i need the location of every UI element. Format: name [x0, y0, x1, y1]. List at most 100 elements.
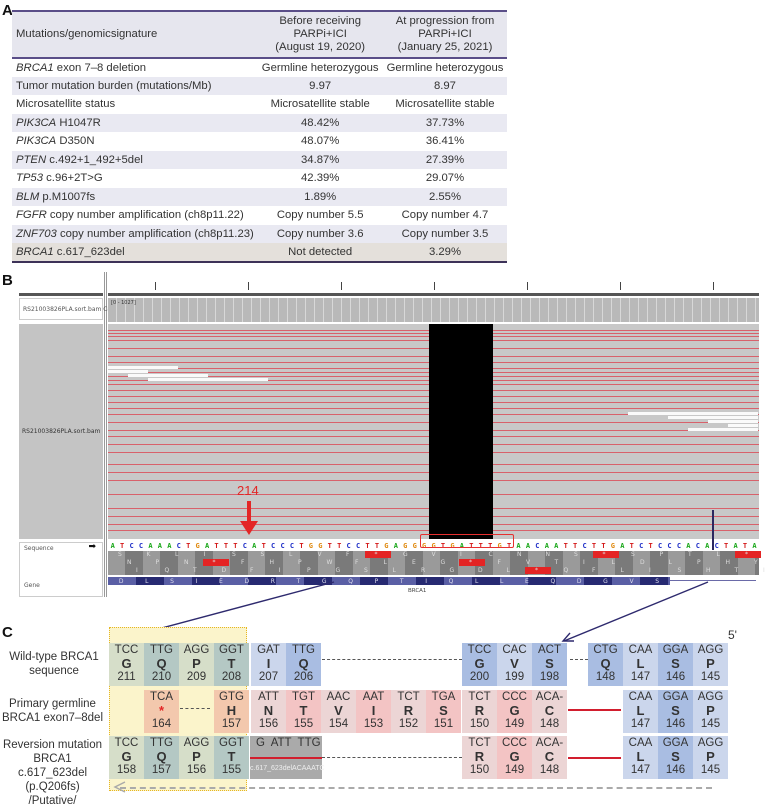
codon-aa: P: [192, 749, 201, 764]
frame-amino-acid: F: [355, 559, 359, 566]
alignment-reads-track[interactable]: [108, 324, 759, 539]
codon-nt: TCT: [397, 691, 420, 703]
codon-aa: G: [474, 656, 485, 671]
coverage-track-label[interactable]: RS21003826PLA.sort.bam Coverage: [19, 298, 132, 320]
codon-nt: GGA: [662, 691, 689, 703]
dashed-gap-reversion: [322, 757, 462, 758]
deletion-label: c.617_623delACAAATC: [250, 765, 325, 772]
frame-amino-acid: Q: [563, 567, 569, 574]
red-junction-germline: [568, 709, 621, 711]
base: T: [223, 542, 229, 550]
table-row: FGFR copy number amplification (ch8p11.2…: [12, 206, 507, 225]
codon-nt: ACT: [538, 644, 561, 656]
codon-num: 210: [151, 671, 172, 683]
base: A: [554, 542, 559, 550]
igv-genome-browser: RS21003826PLA.sort.bam Coverage [0 - 102…: [19, 272, 767, 597]
codon-num: 147: [630, 671, 651, 683]
cell-mutation: BRCA1 exon 7–8 deletion: [16, 61, 147, 74]
mutation-table: Mutations/genomicsignature Before receiv…: [12, 10, 508, 263]
frame-amino-acid: T: [688, 551, 692, 558]
strand-arrow-icon[interactable]: ➡: [88, 542, 96, 552]
base: G: [422, 542, 427, 550]
wildtype-codon: TTG Q 206: [286, 643, 321, 686]
codon-num: 145: [700, 671, 721, 683]
frame-amino-acid: I: [136, 567, 138, 574]
base: A: [167, 542, 172, 550]
codon-aa: R: [474, 703, 485, 718]
codon-nt: GAT: [257, 644, 280, 656]
codon-aa: R: [474, 749, 485, 764]
cell-after: 37.73%: [382, 113, 508, 132]
base: A: [516, 542, 521, 550]
codon-aa: G: [509, 749, 520, 764]
base: T: [601, 542, 606, 550]
codon-num: 200: [469, 671, 490, 683]
base: A: [686, 542, 691, 550]
codon-nt: AGG: [183, 737, 210, 749]
genomic-ruler[interactable]: [108, 272, 759, 296]
gene-label: Gene: [24, 582, 40, 589]
frame-amino-acid: G: [440, 559, 446, 566]
codon-num: 155: [293, 718, 314, 730]
codon-nt: CCC: [502, 691, 527, 703]
codon-nt: GGA: [662, 644, 689, 656]
frame-amino-acid: C: [488, 551, 493, 558]
frame-amino-acid: L: [668, 559, 672, 566]
codon-aa: *: [158, 703, 165, 718]
codon-nt: TCT: [468, 691, 491, 703]
red-down-arrow-icon: [240, 501, 258, 535]
codon-nt: TTG: [292, 644, 315, 656]
panel-letter-b: B: [2, 272, 13, 289]
soft-clipped-read: [688, 428, 758, 431]
cell-mutation: PIK3CA D350N: [16, 135, 95, 148]
translation-frames: S K L I S S L V F * G V I C N N S * S P T L * N P N * F H P W F L E G * F V T…: [108, 551, 765, 575]
codon-num: 148: [539, 718, 560, 730]
table-row: BRCA1 exon 7–8 deletion Germline heterozy…: [12, 58, 507, 77]
germline-codon: TCT R 150: [462, 690, 497, 733]
reversion-codon: AGG P 156: [179, 736, 214, 779]
codon-aa: C: [544, 749, 555, 764]
codon-nt: TGT: [292, 691, 315, 703]
gene-amino-acid: T: [296, 577, 301, 585]
codon-aa: T: [227, 656, 236, 671]
stop-codon-box: [364, 551, 391, 558]
soft-clipped-read: [148, 378, 268, 381]
frame-amino-acid: I: [460, 551, 462, 558]
reversion-codon: CCC G 149: [497, 736, 532, 779]
coverage-track[interactable]: [0 - 1027]: [108, 298, 759, 322]
frame-amino-acid: W: [326, 559, 333, 566]
cell-mutation: FGFR copy number amplification (ch8p11.2…: [16, 209, 244, 222]
frame-amino-acid: *: [469, 559, 472, 566]
base: T: [724, 542, 729, 550]
reversion-codon: GGA S 146: [658, 736, 693, 779]
codon-num: 157: [151, 764, 172, 776]
cell-before: Microsatellite stable: [270, 98, 370, 111]
cell-before: 1.89%: [257, 187, 383, 206]
codon-aa: S: [671, 656, 680, 671]
left-arrow-icon: [113, 781, 126, 793]
position-marker-label: 214: [237, 483, 259, 498]
panel-divider[interactable]: [104, 272, 107, 597]
codon-num: 151: [433, 718, 454, 730]
frame-amino-acid: *: [602, 551, 606, 558]
frame-amino-acid: I: [278, 567, 281, 574]
base: T: [573, 542, 578, 550]
wildtype-codon: GAT I 207: [251, 643, 286, 686]
base: T: [299, 542, 304, 550]
base: A: [110, 542, 115, 550]
codon-aa: C: [544, 703, 555, 718]
table-row: TP53 c.96+2T>G 42.39% 29.07%: [12, 169, 507, 188]
frame-amino-acid: S: [232, 551, 236, 558]
frame-amino-acid: F: [346, 551, 350, 558]
base: C: [667, 542, 672, 550]
wildtype-codon: TCC G 211: [109, 643, 144, 686]
frame-amino-acid: G: [335, 567, 341, 574]
frame-amino-acid: I: [203, 551, 206, 558]
codon-num: 145: [700, 764, 721, 776]
gene-amino-acid: S: [170, 577, 174, 585]
frame-amino-acid: Q: [164, 567, 170, 574]
codon-nt: CTG: [593, 644, 618, 656]
reads-track-label[interactable]: RS21003826PLA.sort.bam: [19, 324, 103, 539]
